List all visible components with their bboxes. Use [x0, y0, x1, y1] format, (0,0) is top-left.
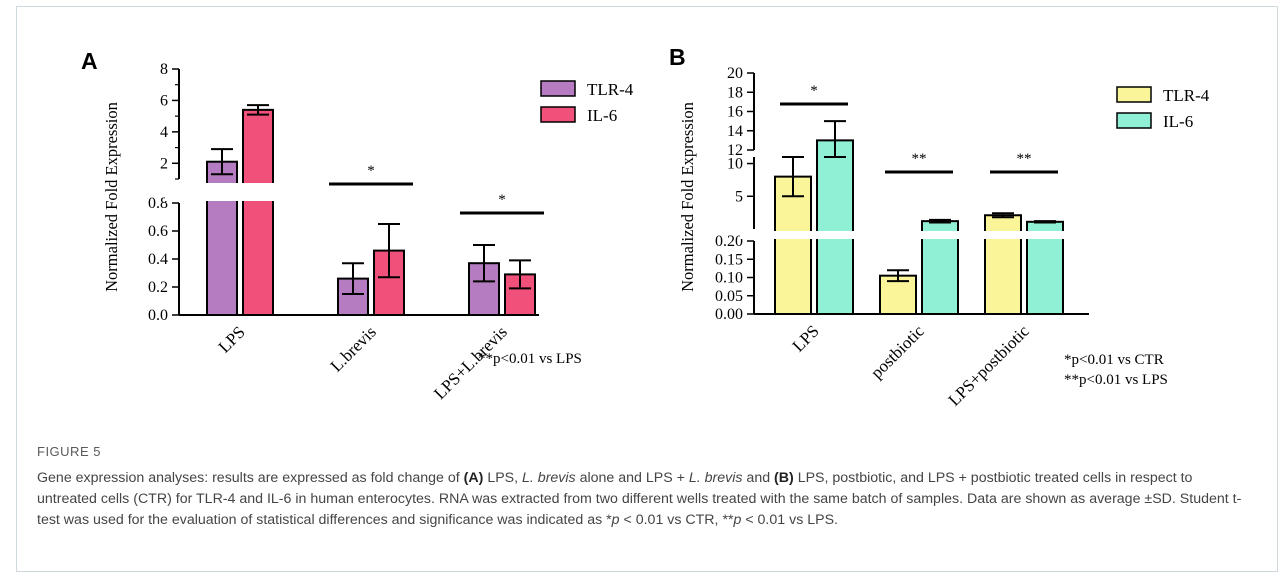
y-tick-label: 0.20: [715, 233, 743, 250]
y-tick-label: 16: [727, 104, 743, 121]
caption-segment: LPS, postbiotic, and LPS + postbiotic tr…: [37, 470, 1242, 528]
y-axis-label: Normalized Fold Expression: [102, 102, 121, 292]
legend-label: TLR-4: [587, 80, 634, 99]
y-tick-label: 0.4: [148, 251, 168, 268]
caption-segment: p: [611, 512, 620, 528]
y-tick-label: 18: [727, 84, 743, 101]
legend-swatch: [540, 106, 576, 123]
bar: [816, 139, 854, 315]
y-tick-label: 12: [727, 142, 743, 159]
legend-swatch: [1116, 112, 1152, 129]
caption-body: Gene expression analyses: results are ex…: [37, 468, 1247, 531]
y-tick-label: 20: [727, 65, 743, 82]
x-tick-label: L.brevis: [327, 322, 380, 375]
y-tick-label: 0.2: [148, 279, 168, 296]
annotation: **p<0.01 vs LPS: [1064, 372, 1168, 388]
y-axis-label: Normalized Fold Expression: [678, 102, 697, 292]
caption-segment: LPS,: [483, 470, 523, 486]
caption-segment: L. brevis: [688, 470, 743, 486]
annotation: **p<0.01 vs LPS: [478, 351, 582, 367]
significance-label: *: [810, 83, 818, 99]
legend-swatch: [1116, 86, 1152, 103]
y-tick-label: 0.8: [148, 195, 168, 212]
y-tick-label: 6: [160, 92, 168, 109]
legend-swatch: [540, 80, 576, 97]
significance-label: *: [498, 192, 506, 208]
caption-segment: (A): [463, 470, 484, 486]
legend-label: IL-6: [587, 106, 617, 125]
caption-segment: (B): [774, 470, 794, 486]
x-tick-label: LPS: [789, 321, 823, 355]
caption-segment: L. brevis: [522, 470, 576, 486]
figure-caption: FIGURE 5 Gene expression analyses: resul…: [37, 441, 1247, 531]
y-tick-label: 0.00: [715, 306, 743, 323]
y-tick-label: 10: [727, 156, 743, 173]
x-tick-label: LPS: [215, 322, 249, 356]
y-tick-label: 0.6: [148, 223, 168, 240]
y-tick-label: 0.05: [715, 288, 743, 305]
figure-frame: 0.0 0.2 0.4 0.6 0.8 2 4 6 8 LPS L.brevis LPS+L.brev…: [16, 6, 1278, 572]
bar: [774, 175, 812, 315]
panel-letter: B: [669, 44, 686, 70]
axis-break-gap: [740, 231, 1095, 239]
legend-label: TLR-4: [1163, 86, 1210, 105]
y-tick-label: 0.0: [148, 307, 168, 324]
caption-segment: < 0.01 vs LPS.: [741, 512, 838, 528]
significance-label: **: [1017, 151, 1032, 167]
significance-label: *: [367, 163, 375, 179]
y-tick-label: 8: [160, 61, 168, 78]
x-tick-label: postbiotic: [867, 321, 928, 382]
significance-label: **: [912, 151, 927, 167]
caption-segment: Gene expression analyses: results are ex…: [37, 470, 464, 486]
caption-segment: < 0.01 vs CTR, **: [619, 512, 734, 528]
caption-segment: p: [733, 512, 742, 528]
bar: [242, 108, 274, 316]
y-tick-label: 0.15: [715, 251, 743, 268]
panel-letter: A: [81, 48, 98, 74]
bar: [984, 214, 1022, 315]
legend-label: IL-6: [1163, 112, 1193, 131]
y-tick-label: 14: [727, 123, 743, 140]
caption-segment: and: [742, 470, 775, 486]
caption-title: FIGURE 5: [37, 444, 101, 459]
x-tick-label: LPS+postbiotic: [944, 321, 1033, 410]
y-tick-label: 5: [735, 188, 743, 205]
annotation: *p<0.01 vs CTR: [1064, 352, 1164, 368]
caption-segment: alone and LPS +: [575, 470, 689, 486]
y-tick-label: 2: [160, 155, 168, 172]
y-tick-label: 4: [160, 124, 168, 141]
y-tick-label: 0.10: [715, 270, 743, 287]
axis-break-gap: [165, 183, 545, 201]
